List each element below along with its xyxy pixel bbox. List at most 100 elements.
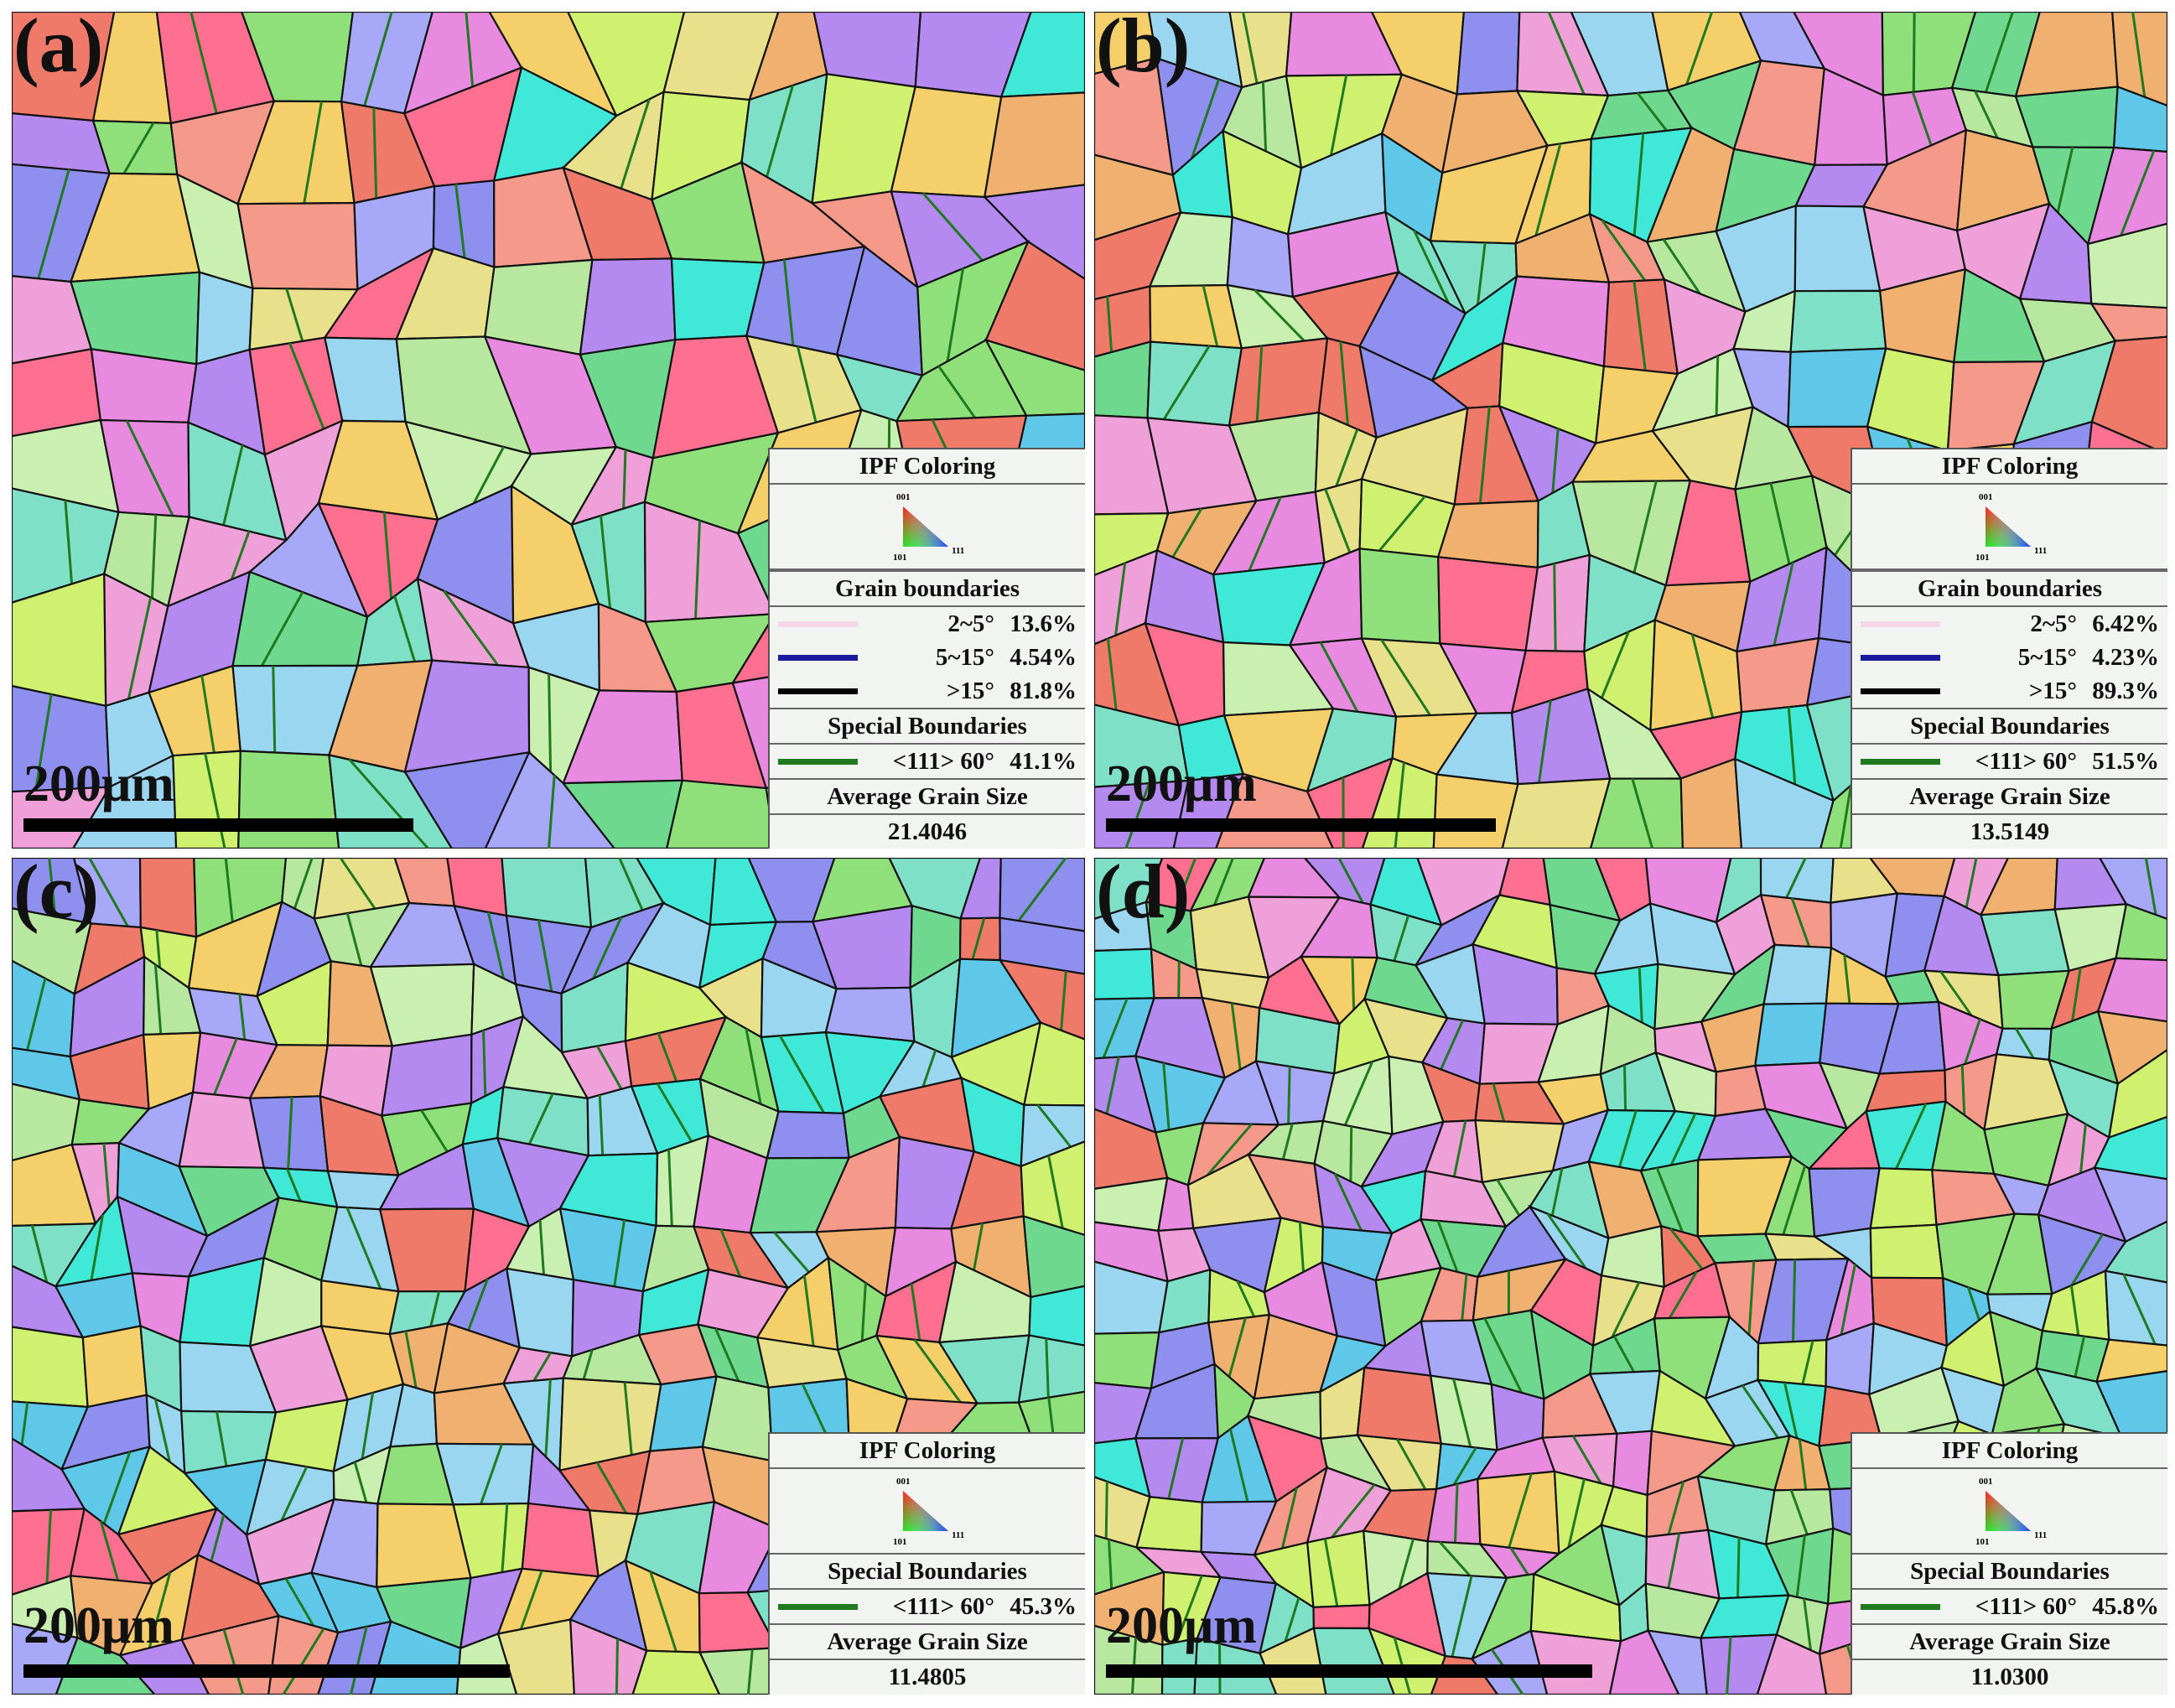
grain (999, 858, 1085, 932)
twin-boundary (1287, 1066, 1291, 1124)
boundary-swatch (778, 621, 858, 627)
grain (380, 1033, 473, 1117)
grain (1736, 636, 1820, 714)
grain-boundary-row: 5~15° 4.54% (770, 641, 1085, 674)
twin-boundary (1242, 12, 1259, 84)
special-boundary-row: <111> 60° 51.5% (1852, 745, 2167, 780)
twin-boundary (1631, 778, 1654, 849)
grain-boundary-row: >15° 89.3% (1852, 674, 2167, 709)
twin-boundary (1964, 1018, 1981, 1065)
ipf-corner-101: 101 (1975, 553, 1990, 563)
twin-boundary (353, 1461, 368, 1503)
grain (631, 1649, 721, 1695)
grain (983, 91, 1085, 199)
ipf-corner-111: 111 (2034, 1530, 2047, 1540)
twin-boundary (1280, 1487, 1298, 1549)
ipf-corner-001: 001 (1979, 1477, 1993, 1487)
grain (2096, 957, 2167, 1023)
twin-boundary (280, 1466, 309, 1522)
twin-boundary (656, 1082, 693, 1143)
twin-boundary (1452, 1378, 1472, 1448)
twin-boundary (1534, 143, 1562, 236)
grain (1358, 548, 1441, 645)
twin-boundary (1974, 90, 1999, 139)
boundary-fraction: 6.42% (2092, 610, 2159, 637)
twin-boundary (1106, 638, 1118, 710)
scale-bar (23, 1664, 510, 1678)
twin-boundary (1162, 345, 1211, 420)
grain (496, 1618, 576, 1695)
grain (1259, 1627, 1327, 1695)
twin-boundary (467, 1278, 489, 1332)
grain (2112, 85, 2167, 153)
twin-boundary (1843, 954, 1851, 1005)
twin-boundary (1395, 1438, 1427, 1491)
twin-boundary (537, 920, 553, 992)
twin-boundary (150, 514, 158, 599)
twin-boundary (1343, 1061, 1374, 1126)
grain (2104, 1269, 2167, 1347)
grain (2095, 1338, 2167, 1384)
twin-boundary (1452, 1120, 1467, 1177)
grain (2115, 902, 2167, 962)
twin-boundary (224, 858, 234, 922)
special-boundaries-title: Special Boundaries (770, 1555, 1085, 1590)
twin-boundary (1162, 1062, 1171, 1130)
twin-boundary (303, 101, 323, 204)
twin-boundary (1413, 230, 1450, 304)
twin-boundary (1789, 1489, 1809, 1535)
twin-boundary (2070, 1233, 2104, 1286)
twin-boundary (1106, 296, 1113, 353)
twin-boundary (1206, 1123, 1253, 1176)
twin-boundary (1633, 281, 1647, 371)
twin-boundary (285, 288, 304, 342)
twin-boundary (2144, 858, 2157, 916)
twin-boundary (719, 1228, 742, 1278)
twin-boundary (1440, 1020, 1465, 1071)
boundary-fraction: 81.8% (1010, 677, 1077, 704)
ebsd-map-panel-b: (b) 200μm IPF Coloring 001 101 111 Grain boun… (1094, 12, 2167, 849)
ipf-coloring-title: IPF Coloring (770, 449, 1085, 485)
twin-boundary (1337, 858, 1364, 904)
twin-boundary (272, 666, 277, 753)
ipf-triangle-key: 001 101 111 (1852, 485, 2167, 570)
ipf-triangle-key: 001 101 111 (770, 1469, 1085, 1555)
twin-boundary (37, 169, 70, 279)
grain-orientation-map (1094, 12, 2167, 849)
grain-boundary-row: 2~5° 13.6% (770, 607, 1085, 641)
twin-boundary (544, 1378, 552, 1457)
twin-boundary (910, 1283, 921, 1341)
twin-boundary (1965, 858, 1978, 908)
average-grain-size-value: 11.4805 (888, 1664, 967, 1690)
twin-boundary (532, 1352, 552, 1382)
twin-boundary (1461, 1274, 1468, 1321)
twin-boundary (99, 1520, 120, 1581)
twin-boundary (1667, 1481, 1685, 1535)
twin-boundary (1895, 1103, 1928, 1170)
boundary-fraction: 45.8% (2092, 1593, 2159, 1620)
twin-boundary (1393, 915, 1410, 962)
twin-boundary (649, 1570, 677, 1653)
panel-label: (d) (1096, 858, 1191, 934)
twin-boundary (1254, 288, 1306, 342)
grain (1679, 757, 1743, 849)
twin-boundary (382, 511, 393, 600)
twin-boundary (213, 1037, 238, 1095)
grain (1094, 1331, 1160, 1390)
panel-label: (c) (13, 858, 100, 934)
scale-bar (1106, 818, 1496, 832)
scale-bar (1106, 1664, 1592, 1678)
twin-boundary (34, 693, 53, 792)
twin-boundary (2056, 147, 2074, 213)
grain (1017, 1334, 1085, 1404)
grain (2093, 1115, 2167, 1181)
grain (569, 1617, 648, 1695)
twin-boundary (102, 1143, 111, 1207)
grain (1471, 1629, 1549, 1695)
ipf-corner-001: 001 (1979, 492, 1993, 502)
ipf-coloring-title: IPF Coloring (1852, 449, 2167, 485)
twin-boundary (2071, 967, 2082, 1021)
twin-boundary (2079, 1124, 2087, 1174)
twin-boundary (482, 1030, 487, 1097)
ipf-triangle-key: 001 101 111 (1852, 1469, 2167, 1555)
